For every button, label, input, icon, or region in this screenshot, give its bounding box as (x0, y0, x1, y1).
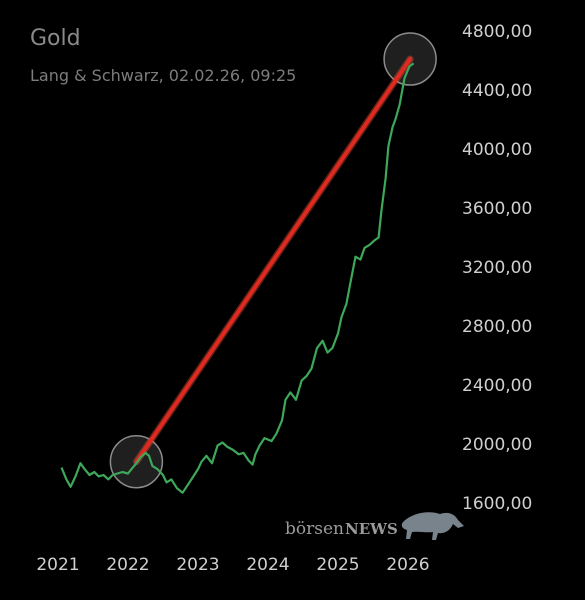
y-tick-label: 3600,00 (462, 199, 532, 219)
y-tick-label: 4800,00 (462, 22, 532, 42)
gold-price-line (60, 62, 415, 494)
y-tick-label: 2800,00 (462, 317, 532, 337)
bull-logo-icon (401, 512, 464, 540)
chart-title: Gold (30, 26, 81, 51)
y-tick-label: 2400,00 (462, 376, 532, 396)
x-tick-label: 2021 (36, 555, 79, 575)
y-tick-label: 2000,00 (462, 435, 532, 455)
watermark-text-a: börsen (285, 519, 344, 539)
y-tick-label: 4000,00 (462, 140, 532, 160)
boersennews-watermark: börsen NEWS (285, 512, 464, 540)
chart-subtitle: Lang & Schwarz, 02.02.26, 09:25 (30, 66, 297, 85)
y-tick-label: 3200,00 (462, 258, 532, 278)
y-tick-label: 4400,00 (462, 81, 532, 101)
watermark-text-b: NEWS (345, 520, 398, 538)
x-tick-label: 2023 (176, 555, 219, 575)
x-tick-label: 2026 (386, 555, 429, 575)
x-tick-label: 2025 (316, 555, 359, 575)
y-tick-label: 1600,00 (462, 494, 532, 514)
x-tick-label: 2022 (106, 555, 149, 575)
x-tick-label: 2024 (246, 555, 289, 575)
trend-line (134, 57, 413, 464)
